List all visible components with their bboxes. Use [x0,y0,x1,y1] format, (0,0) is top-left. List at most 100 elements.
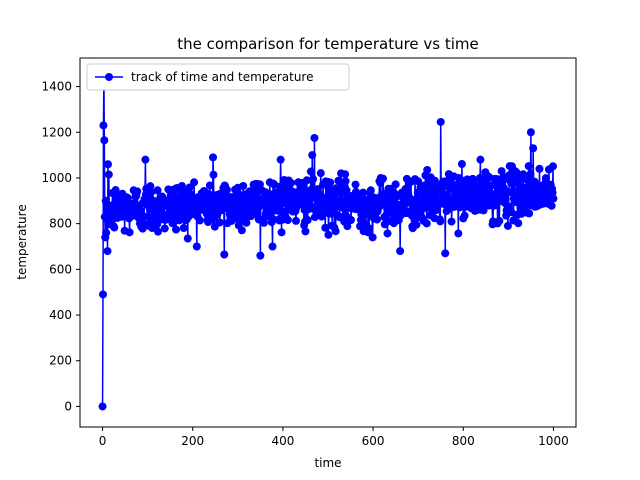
series-layer [98,73,558,411]
data-point [179,223,188,232]
y-tick-label: 200 [49,354,72,368]
data-point [195,216,204,225]
data-point [422,219,431,228]
data-point [190,178,199,187]
data-point [239,181,248,190]
data-point [365,224,374,233]
data-point [457,160,466,169]
data-point [316,169,325,178]
y-axis-ticks: 0 200 400 600 800 1000 1200 1400 [41,80,80,413]
data-point [366,186,375,195]
data-point [379,174,388,183]
data-point [99,121,108,130]
data-point [368,233,377,242]
data-point [154,227,163,236]
y-tick-label: 1200 [41,125,72,139]
data-point [359,188,368,197]
data-point [310,133,319,142]
data-point [215,218,224,227]
data-point [351,180,360,189]
data-point [264,198,273,207]
data-point [495,216,504,225]
data-point [237,226,246,235]
data-point [209,170,218,179]
x-axis-ticks: 0 200 400 600 800 1000 [99,427,569,448]
data-point [147,188,156,197]
data-point [298,188,307,197]
data-point [525,209,534,218]
data-point [308,151,317,160]
data-point [460,211,469,220]
y-tick-label: 1400 [41,80,72,94]
series-line [101,77,555,407]
data-point [205,181,214,190]
data-point [321,223,330,232]
data-point [99,290,107,299]
y-tick-label: 0 [64,399,72,413]
data-point [436,217,445,226]
data-point [535,164,544,173]
data-point [412,220,421,229]
data-point [183,234,192,243]
data-point [447,217,456,226]
data-point [98,402,107,411]
data-point [141,155,150,164]
data-point [303,215,312,224]
data-point [512,168,521,177]
y-tick-label: 800 [49,217,72,231]
data-point [277,228,286,237]
data-point [503,221,512,230]
y-tick-label: 400 [49,308,72,322]
data-point [291,216,300,225]
data-point [220,250,229,259]
data-point [111,186,120,195]
x-tick-label: 0 [99,434,107,448]
data-point [255,180,264,189]
x-tick-label: 800 [452,434,475,448]
data-point [145,213,154,222]
data-point [373,215,382,224]
data-point [103,160,112,169]
data-point [273,206,282,215]
data-point [299,182,308,191]
data-point [383,229,392,238]
legend-box [86,63,350,91]
data-point [476,155,485,164]
data-point [256,251,265,260]
data-point [342,186,351,195]
data-point [146,182,155,191]
data-point [232,203,241,212]
data-point [283,215,292,224]
data-point [541,174,550,183]
data-point [522,186,531,195]
data-point [430,176,439,185]
data-point [259,218,268,227]
x-tick-label: 400 [271,434,294,448]
y-tick-label: 600 [49,262,72,276]
data-point [192,242,201,251]
data-point [343,222,352,231]
data-point [441,249,450,258]
data-point [331,227,340,236]
data-point [301,227,310,236]
data-point [436,117,445,126]
data-point [501,195,510,204]
data-point [442,193,451,202]
data-point [416,197,425,206]
data-point [185,183,194,192]
data-point [396,247,405,256]
data-point [530,177,539,186]
data-point [302,176,311,185]
data-point [104,170,113,179]
data-point [526,128,535,137]
data-point [103,247,112,256]
x-axis-label: time [314,456,341,470]
data-point [438,183,447,192]
data-point [178,186,187,195]
data-point [341,177,350,186]
data-point [341,170,350,179]
data-point [524,162,533,171]
data-point [268,242,277,251]
